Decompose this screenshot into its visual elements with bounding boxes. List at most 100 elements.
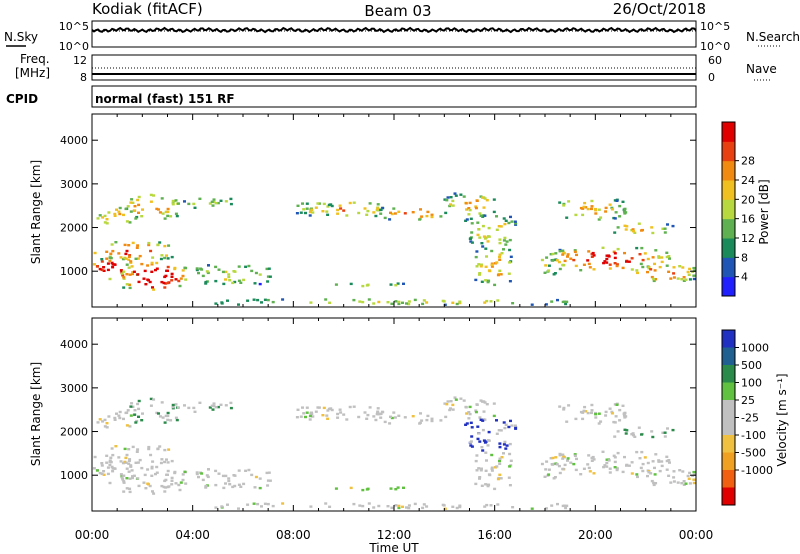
velocity-cell xyxy=(271,504,275,508)
velocity-cell xyxy=(181,473,185,476)
velocity-cell xyxy=(179,481,183,484)
power-cell xyxy=(105,222,109,225)
x-tick-label: 08:00 xyxy=(276,528,311,542)
power-cell xyxy=(610,208,614,211)
velocity-cell xyxy=(486,439,490,442)
power-cell xyxy=(129,261,133,264)
power-cell xyxy=(498,241,502,245)
power-cell xyxy=(102,266,106,269)
velocity-cell xyxy=(572,462,576,466)
velocity-cell xyxy=(481,428,485,432)
velocity-cell xyxy=(684,482,688,485)
power-cell xyxy=(137,203,141,207)
power-cell xyxy=(159,257,163,261)
velocity-cell xyxy=(458,504,462,507)
power-cell xyxy=(147,243,151,247)
velocity-cell xyxy=(158,445,162,448)
velocity-cell xyxy=(93,455,97,459)
velocity-cell xyxy=(252,502,256,505)
power-cell xyxy=(374,214,378,218)
power-cell xyxy=(631,228,635,231)
velocity-cell xyxy=(305,406,309,409)
velocity-cell xyxy=(618,408,622,412)
power-cell xyxy=(481,196,484,199)
velocity-cell xyxy=(231,485,235,489)
power-cell xyxy=(151,256,155,259)
velocity-cell xyxy=(397,504,401,508)
power-cell xyxy=(102,269,106,272)
power-cell xyxy=(208,202,212,205)
velocity-cell xyxy=(377,504,381,508)
velocity-cell xyxy=(669,481,673,484)
velocity-cell xyxy=(623,455,626,459)
power-cell xyxy=(469,217,473,220)
power-cell xyxy=(451,204,455,207)
velocity-cell xyxy=(204,486,208,489)
velocity-cell xyxy=(500,456,504,459)
velocity-cell xyxy=(374,418,378,422)
power-cell xyxy=(481,215,485,218)
power-cell xyxy=(122,286,126,289)
power-cell xyxy=(304,211,307,215)
power-cell xyxy=(462,195,466,198)
velocity-cell xyxy=(625,429,629,432)
power-cell xyxy=(221,270,225,274)
power-colorbar-label: Power [dB] xyxy=(757,179,771,244)
velocity-cell xyxy=(170,483,174,486)
power-cell xyxy=(92,263,96,266)
power-cell xyxy=(110,261,114,265)
velocity-cell xyxy=(650,430,654,433)
power-cell xyxy=(321,210,325,213)
power-cell xyxy=(649,268,653,271)
velocity-cell xyxy=(152,398,156,401)
velocity-cell xyxy=(160,484,164,488)
velocity-cell xyxy=(125,453,129,457)
power-cell xyxy=(219,199,223,202)
power-cell xyxy=(586,259,590,262)
power-cell xyxy=(464,219,468,222)
power-cell xyxy=(483,214,487,217)
power-cell xyxy=(678,265,682,268)
power-cell xyxy=(164,210,168,214)
power-cell xyxy=(98,214,102,217)
power-cell xyxy=(253,282,257,285)
power-cell xyxy=(402,282,405,285)
velocity-cell xyxy=(653,466,656,470)
power-cell xyxy=(129,201,133,204)
power-cell xyxy=(458,301,462,305)
velocity-cell xyxy=(163,490,167,493)
velocity-cell xyxy=(187,406,191,410)
colorbar-tick-label: -100 xyxy=(741,429,766,442)
velocity-cell xyxy=(136,448,140,451)
power-cell xyxy=(144,283,148,286)
power-cell xyxy=(207,264,210,267)
power-cell xyxy=(397,210,401,213)
power-cell xyxy=(622,210,626,213)
velocity-cell xyxy=(214,406,218,409)
velocity-cell xyxy=(430,419,434,423)
velocity-cell xyxy=(487,483,491,486)
power-cell xyxy=(117,210,121,213)
power-cell xyxy=(390,302,394,305)
velocity-cell xyxy=(422,503,426,506)
power-cell xyxy=(383,216,387,220)
noise-left-tick-top: 10^5 xyxy=(59,20,89,33)
velocity-cell xyxy=(597,412,601,415)
power-cell xyxy=(212,200,216,204)
velocity-cell xyxy=(125,424,129,427)
velocity-cell xyxy=(131,445,135,449)
velocity-cell xyxy=(258,486,262,490)
velocity-cell xyxy=(379,416,383,419)
velocity-cell xyxy=(692,481,696,485)
velocity-cell xyxy=(605,465,609,468)
power-cell xyxy=(640,229,643,232)
velocity-cell xyxy=(140,419,144,422)
colorbar-tick-label: 1000 xyxy=(741,342,769,355)
power-cell xyxy=(663,227,667,230)
power-cell xyxy=(486,280,490,284)
power-cell xyxy=(131,272,134,276)
velocity-cell xyxy=(309,505,313,508)
velocity-cell xyxy=(665,459,669,463)
velocity-cell xyxy=(165,458,168,461)
velocity-cell xyxy=(615,467,619,470)
